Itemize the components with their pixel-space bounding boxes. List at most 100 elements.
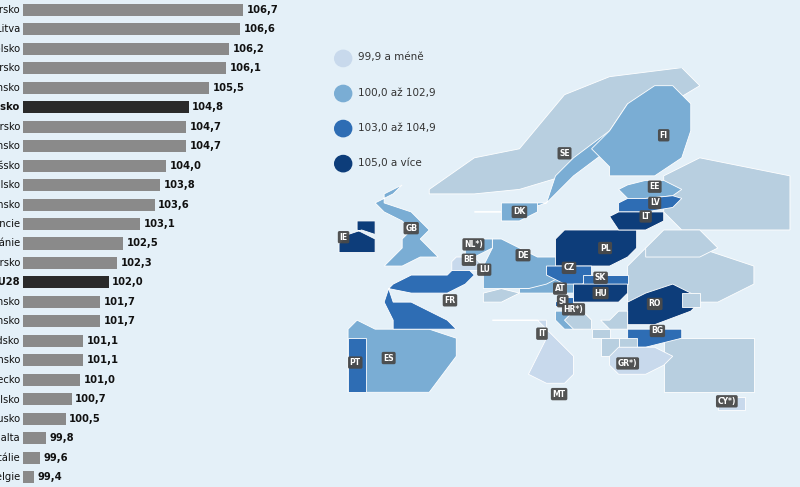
Text: HR*): HR*) [564, 305, 583, 314]
Polygon shape [618, 196, 682, 212]
Polygon shape [618, 338, 637, 347]
Text: BG: BG [651, 326, 663, 336]
Text: FI: FI [660, 131, 668, 140]
Text: Rumunsko: Rumunsko [0, 83, 20, 93]
Bar [23, 238, 123, 249]
Polygon shape [582, 275, 628, 284]
Polygon shape [601, 338, 618, 356]
Polygon shape [664, 158, 790, 230]
Bar [23, 62, 226, 74]
Bar [23, 277, 109, 288]
Polygon shape [565, 311, 591, 329]
Text: 100,7: 100,7 [75, 394, 106, 404]
Polygon shape [483, 266, 488, 271]
Text: Slovensko: Slovensko [0, 200, 20, 209]
Text: 101,1: 101,1 [86, 336, 118, 346]
Polygon shape [718, 397, 745, 411]
Bar [23, 257, 118, 269]
Text: Lucembursko: Lucembursko [0, 258, 20, 268]
Polygon shape [430, 68, 700, 194]
Text: CY*): CY*) [718, 397, 736, 406]
Polygon shape [628, 329, 682, 347]
Bar [23, 101, 189, 113]
Text: Španělsko: Španělsko [0, 393, 20, 405]
Bar [23, 452, 40, 464]
Circle shape [334, 155, 352, 172]
Text: Portugalsko: Portugalsko [0, 180, 20, 190]
Text: Malta: Malta [0, 433, 20, 443]
Text: CZ: CZ [563, 263, 574, 272]
Text: 105,0 a více: 105,0 a více [358, 158, 422, 168]
Text: NL*): NL*) [464, 240, 483, 249]
Text: HU: HU [594, 289, 607, 298]
Polygon shape [618, 180, 682, 198]
Text: GR*): GR*) [618, 359, 638, 368]
Text: Itálie: Itálie [0, 453, 20, 463]
Text: Bulharsko: Bulharsko [0, 122, 20, 131]
Circle shape [334, 120, 352, 137]
Circle shape [334, 85, 352, 102]
Text: LT: LT [641, 212, 650, 221]
Polygon shape [466, 239, 492, 257]
Text: 106,6: 106,6 [244, 24, 276, 34]
Bar [23, 23, 240, 35]
Text: 102,3: 102,3 [121, 258, 152, 268]
Text: Maďarsko: Maďarsko [0, 63, 20, 73]
Polygon shape [664, 338, 754, 393]
Text: Německo: Německo [0, 375, 20, 385]
Polygon shape [555, 230, 637, 266]
Text: 101,1: 101,1 [86, 356, 118, 365]
Text: LU: LU [479, 265, 490, 274]
Text: 104,8: 104,8 [192, 102, 224, 112]
Text: RO: RO [649, 300, 661, 308]
Text: 102,5: 102,5 [126, 239, 158, 248]
Text: 103,6: 103,6 [158, 200, 190, 209]
Polygon shape [452, 257, 483, 271]
Text: 104,7: 104,7 [190, 141, 222, 151]
Text: SK: SK [595, 273, 606, 282]
Text: Dánsko: Dánsko [0, 317, 20, 326]
Text: MT: MT [553, 390, 566, 398]
Bar [23, 160, 166, 171]
Text: PT: PT [350, 358, 361, 367]
Polygon shape [558, 393, 561, 394]
Bar [23, 393, 71, 405]
Polygon shape [474, 104, 646, 212]
Text: 103,8: 103,8 [164, 180, 195, 190]
Text: Polsko: Polsko [0, 44, 20, 54]
Polygon shape [628, 284, 700, 325]
Polygon shape [555, 311, 591, 329]
Polygon shape [646, 230, 718, 257]
Text: 106,7: 106,7 [246, 5, 278, 15]
Text: SI: SI [558, 297, 567, 306]
Text: 103,1: 103,1 [144, 219, 175, 229]
Polygon shape [546, 266, 591, 284]
Polygon shape [483, 239, 565, 289]
Bar [23, 199, 154, 210]
Bar [23, 82, 209, 94]
Polygon shape [519, 275, 582, 293]
Text: 99,4: 99,4 [38, 472, 62, 482]
Bar [23, 43, 229, 55]
Text: 101,7: 101,7 [103, 297, 135, 307]
Text: Belgie: Belgie [0, 472, 20, 482]
Polygon shape [492, 320, 574, 383]
Text: 101,0: 101,0 [83, 375, 115, 385]
Text: 103,0 až 104,9: 103,0 až 104,9 [358, 123, 436, 132]
Text: DE: DE [518, 251, 529, 260]
Bar [23, 355, 83, 366]
Bar [23, 413, 66, 425]
Polygon shape [574, 284, 628, 302]
Text: 101,7: 101,7 [103, 317, 135, 326]
Bar [23, 316, 100, 327]
Bar [23, 179, 160, 191]
Text: 100,5: 100,5 [70, 414, 101, 424]
Text: 104,7: 104,7 [190, 122, 222, 131]
Polygon shape [339, 221, 375, 253]
Text: EU28: EU28 [0, 278, 20, 287]
Text: 104,0: 104,0 [170, 161, 202, 170]
Text: IE: IE [339, 233, 348, 242]
Text: ES: ES [383, 354, 394, 362]
Polygon shape [591, 86, 690, 176]
Polygon shape [591, 329, 610, 338]
